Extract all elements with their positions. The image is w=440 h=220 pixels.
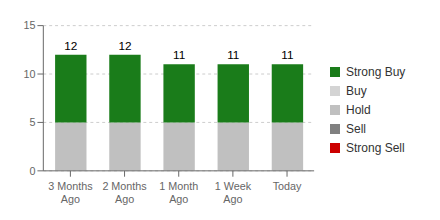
svg-text:12: 12 bbox=[64, 39, 77, 52]
html-text:Strong Sell: Strong Sell bbox=[346, 141, 405, 155]
svg-text:5: 5 bbox=[29, 116, 35, 128]
html-text:Hold: Hold bbox=[346, 103, 371, 117]
svg-text:10: 10 bbox=[23, 68, 35, 80]
svg-text:15: 15 bbox=[23, 19, 35, 31]
svg-text:11: 11 bbox=[281, 48, 293, 61]
svg-text:1 WeekAgo: 1 WeekAgo bbox=[215, 180, 252, 205]
svg-text:3 MonthsAgo: 3 MonthsAgo bbox=[48, 180, 92, 205]
svg-text:1 MonthAgo: 1 MonthAgo bbox=[159, 180, 198, 205]
svg-text:2 MonthsAgo: 2 MonthsAgo bbox=[102, 180, 146, 205]
svg-text:11: 11 bbox=[227, 48, 239, 61]
html-text:Strong Buy: Strong Buy bbox=[346, 65, 406, 79]
svg-text:11: 11 bbox=[173, 48, 185, 61]
svg-text:12: 12 bbox=[118, 39, 131, 52]
svg-text:Today: Today bbox=[273, 180, 302, 192]
html-text:Sell: Sell bbox=[346, 122, 366, 136]
html-text:Buy: Buy bbox=[346, 84, 367, 98]
svg-text:0: 0 bbox=[29, 165, 35, 177]
